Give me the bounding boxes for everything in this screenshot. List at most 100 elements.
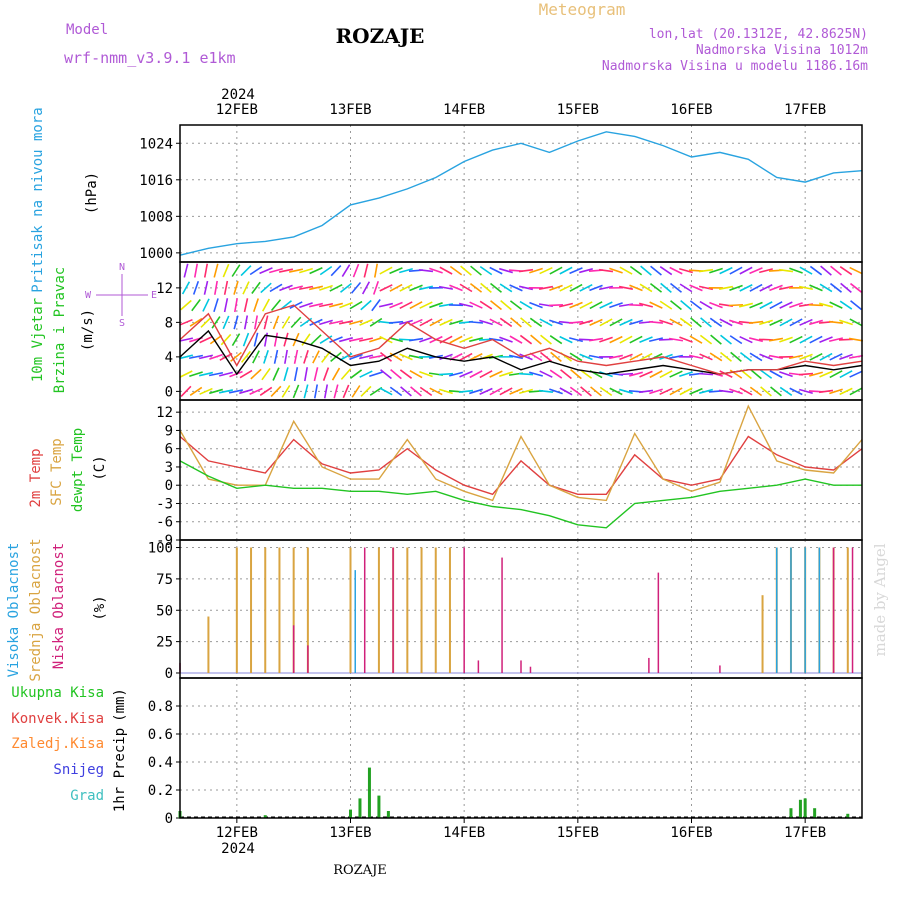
wind-arrow	[459, 352, 473, 361]
ytick-label-pressure: 1016	[139, 173, 173, 189]
wind-arrow	[249, 266, 263, 276]
wind-arrow	[760, 386, 772, 397]
wind-arrow	[319, 335, 333, 345]
cloud-bar	[448, 547, 451, 673]
wind-arrow	[529, 371, 543, 377]
temp-unit: (C)	[92, 455, 108, 480]
wind-arrow	[289, 285, 303, 291]
wind-arrow	[699, 300, 713, 310]
wind-arrow	[363, 263, 369, 278]
wind-arrow	[310, 334, 322, 346]
station-title: ROZAJE	[336, 24, 425, 48]
top-day-label: 15FEB	[557, 102, 599, 118]
wind-arrow	[368, 354, 384, 360]
cloud-bar	[292, 625, 295, 673]
wind-arrows	[178, 263, 864, 399]
wind-arrow	[589, 301, 603, 310]
wind-arrow	[749, 283, 763, 292]
wind-arrow	[213, 263, 219, 278]
wind-arrow	[589, 284, 603, 292]
wind-arrow	[409, 318, 423, 326]
year-label-bottom: 2024	[221, 841, 255, 857]
year-label-top: 2024	[221, 87, 255, 103]
wind-arrow	[579, 319, 593, 326]
wind-arrow	[304, 367, 308, 382]
wind-arrow	[829, 388, 843, 395]
ytick-label-clouds: 50	[156, 603, 173, 619]
precip-bar	[367, 767, 371, 818]
wind-arrow	[379, 351, 393, 362]
wind-arrow	[759, 353, 773, 361]
wind-arrow	[698, 285, 714, 291]
wind-arrow	[789, 335, 803, 344]
cloud-bar	[207, 616, 210, 673]
ytick-label-precip: 0.8	[148, 699, 173, 715]
wind-arrow	[399, 283, 413, 292]
ytick-label-pressure: 1024	[139, 136, 173, 152]
wind-arrow	[789, 267, 803, 274]
wind-arrow	[379, 335, 393, 344]
wind-arrow	[638, 389, 654, 394]
wind-arrow	[809, 335, 823, 344]
wind-arrow	[588, 337, 604, 342]
wind-arrow	[840, 282, 852, 293]
wind-arrow	[798, 372, 814, 376]
wind-arrow	[378, 302, 394, 308]
wind-arrow	[220, 333, 232, 346]
wind-arrow	[380, 369, 392, 380]
wind-ylabel-1: 10m Vjetar	[30, 298, 46, 382]
wind-arrow	[292, 384, 300, 399]
wind-arrow	[518, 372, 534, 376]
wind-arrow	[213, 298, 219, 313]
wind-arrow	[730, 351, 742, 362]
legend-konvek: Konvek.Kisa	[11, 711, 104, 727]
wind-arrow	[788, 354, 804, 360]
series-precip-total	[178, 767, 850, 818]
wind-arrow	[439, 318, 453, 326]
cloud-bar	[278, 547, 281, 673]
wind-arrow	[768, 337, 784, 342]
wind-arrow	[203, 263, 209, 278]
wind-arrow	[719, 266, 733, 275]
wind-arrow	[659, 353, 673, 361]
wind-arrow	[589, 318, 603, 326]
panel-pressure: 1000 1008 1016 1024	[139, 124, 863, 263]
cloud-bar	[851, 547, 854, 673]
wind-arrow	[199, 387, 213, 395]
top-day-label: 17FEB	[784, 102, 826, 118]
wind-arrow	[559, 387, 573, 396]
wind-arrow	[459, 336, 473, 344]
wind-arrow	[469, 301, 483, 309]
wind-arrow	[839, 353, 853, 360]
wind-arrow	[699, 334, 713, 345]
cloud-bar	[354, 570, 356, 673]
wind-arrow	[689, 300, 703, 310]
wind-arrow	[180, 385, 192, 397]
wind-arrow	[233, 315, 239, 330]
wind-arrow	[778, 268, 794, 273]
wind-arrow	[178, 337, 194, 342]
wind-arrow	[429, 387, 443, 396]
wind-arrow	[218, 389, 234, 394]
wind-arrow	[749, 352, 763, 362]
wind-arrow	[419, 336, 433, 343]
wind-arrow	[648, 320, 664, 324]
wind-arrow	[240, 265, 252, 277]
watermark: made by Angel	[871, 543, 889, 656]
wind-arrow	[372, 280, 380, 295]
wind-arrow	[568, 320, 584, 324]
wind-arrow	[649, 388, 663, 395]
wind-arrow	[460, 265, 472, 276]
wind-arrow	[341, 264, 351, 278]
wind-arrow	[399, 301, 413, 310]
wind-arrow	[769, 370, 783, 379]
panel-frame-wind	[179, 261, 863, 401]
wind-arrow	[470, 265, 482, 276]
wind-arrow	[779, 371, 793, 378]
wind-unit: (m/s)	[80, 309, 96, 351]
wind-arrow	[529, 317, 543, 328]
wind-arrow	[250, 368, 262, 380]
wind-arrow	[659, 300, 673, 310]
wind-arrow	[369, 317, 383, 327]
wind-arrow	[252, 298, 260, 313]
